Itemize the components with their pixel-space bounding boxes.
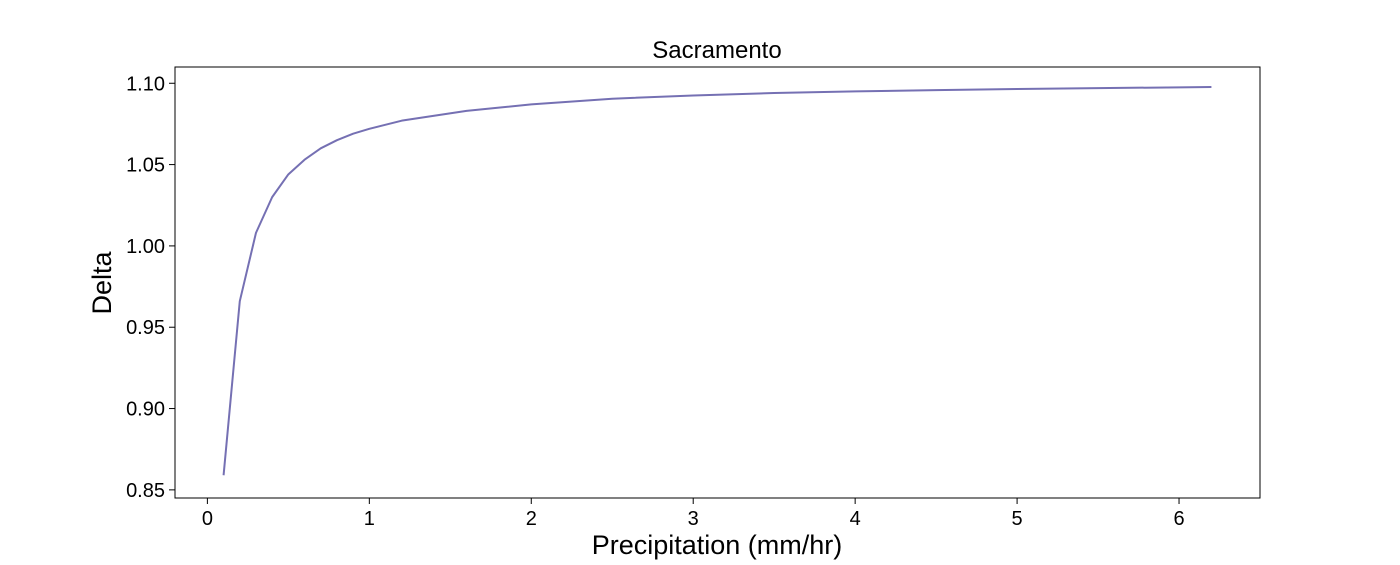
x-tick-label: 4	[850, 508, 861, 530]
y-tick-label: 1.00	[126, 236, 165, 258]
x-axis-ticks: 0 1 2 3 4 5 6	[202, 498, 1185, 530]
y-tick-label: 0.85	[126, 480, 165, 502]
series-line	[222, 86, 1212, 476]
y-axis-ticks: 0.85 0.90 0.95 1.00 1.05 1.10	[126, 73, 175, 502]
plot-frame	[174, 66, 1261, 499]
series-layer	[222, 86, 1212, 476]
y-tick-label: 0.95	[126, 317, 165, 339]
y-tick-label: 0.90	[126, 399, 165, 421]
chart-title: Sacramento	[652, 37, 781, 64]
x-tick-label: 6	[1173, 508, 1184, 530]
y-axis-label: Delta	[87, 251, 117, 315]
x-tick-label: 5	[1012, 508, 1023, 530]
x-tick-label: 0	[202, 508, 213, 530]
x-tick-label: 1	[364, 508, 375, 530]
y-tick-label: 1.05	[126, 155, 165, 177]
plot-area: 0 1 2 3 4 5 6 0.85 0.90 0.95 1.00 1.05 1.10	[126, 66, 1261, 530]
x-tick-label: 2	[526, 508, 537, 530]
y-tick-label: 1.10	[126, 73, 165, 95]
x-tick-label: 3	[688, 508, 699, 530]
x-axis-label: Precipitation (mm/hr)	[592, 530, 843, 560]
